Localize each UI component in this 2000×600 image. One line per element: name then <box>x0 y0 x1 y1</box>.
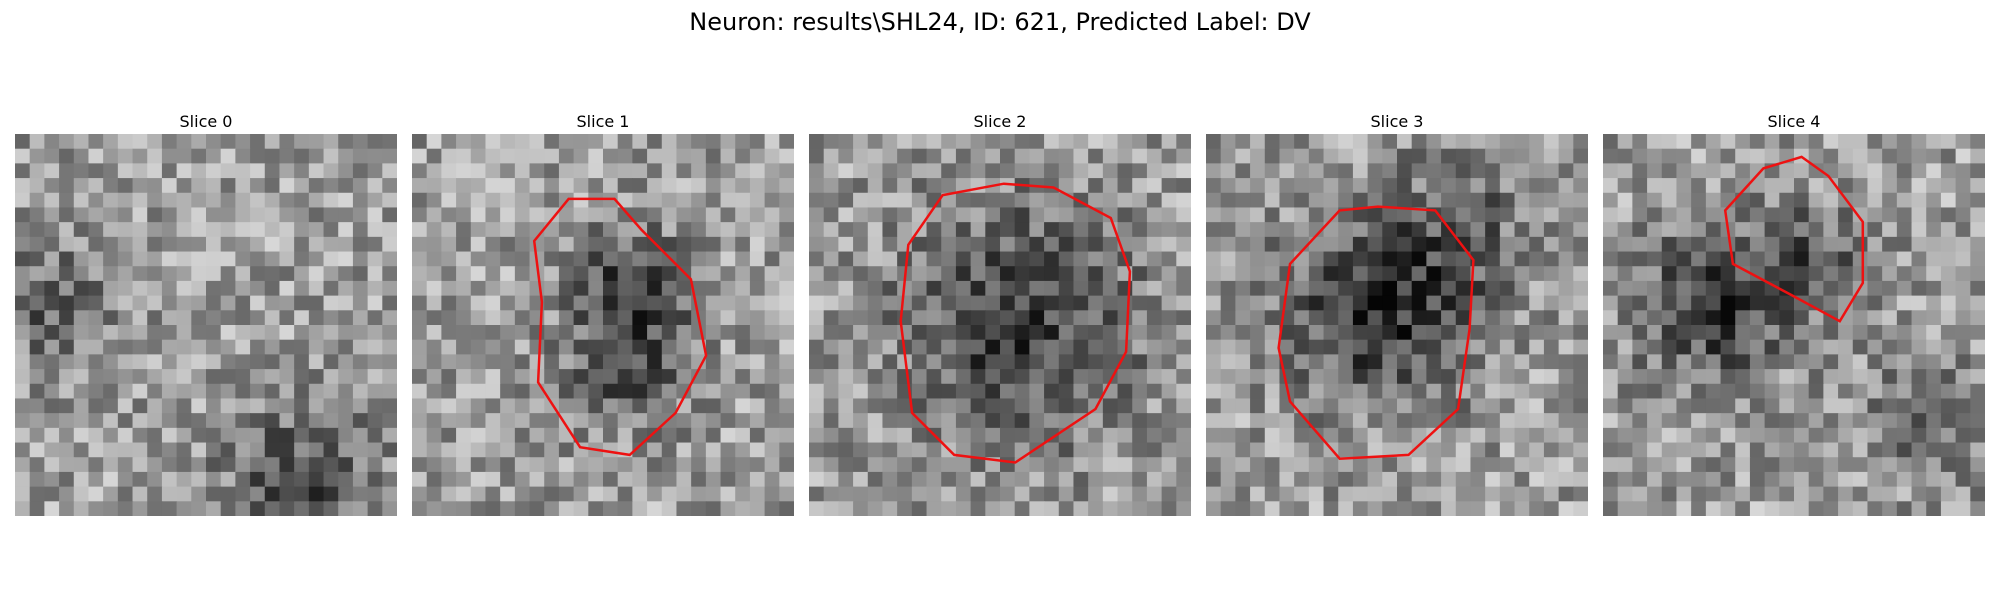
slice-image <box>412 134 794 516</box>
slice-panel: Slice 3 <box>1206 111 1588 516</box>
slice-title: Slice 0 <box>179 112 233 131</box>
slice-title: Slice 3 <box>1370 112 1424 131</box>
slice-image <box>809 134 1191 516</box>
slice-image <box>1603 134 1985 516</box>
slice-panel: Slice 1 <box>412 111 794 516</box>
slice-image <box>15 134 397 516</box>
slice-panel: Slice 4 <box>1603 111 1985 516</box>
roi-contour <box>1723 155 1865 323</box>
roi-contour <box>1277 205 1475 460</box>
pixel-grid <box>1206 134 1588 516</box>
slice-title: Slice 1 <box>576 112 630 131</box>
slice-title: Slice 4 <box>1767 112 1821 131</box>
pixel-grid <box>15 134 397 516</box>
slice-image <box>1206 134 1588 516</box>
pixel-grid <box>412 134 794 516</box>
figure-title: Neuron: results\SHL24, ID: 621, Predicte… <box>689 8 1311 36</box>
roi-contour <box>532 197 708 457</box>
slice-panel: Slice 0 <box>15 111 397 516</box>
pixel-grid <box>809 134 1191 516</box>
slice-title: Slice 2 <box>973 112 1027 131</box>
pixel-grid <box>1603 134 1985 516</box>
slice-panel: Slice 2 <box>809 111 1191 516</box>
roi-contour <box>899 182 1132 464</box>
